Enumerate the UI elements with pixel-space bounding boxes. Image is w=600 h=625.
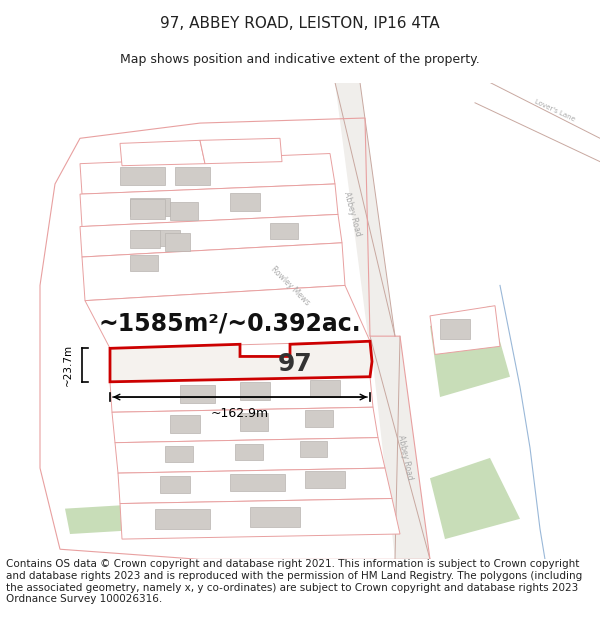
Polygon shape (118, 468, 392, 504)
Polygon shape (430, 458, 520, 539)
Bar (165, 232, 190, 251)
Polygon shape (112, 407, 378, 442)
Bar (310, 380, 340, 397)
Bar (130, 255, 158, 271)
Bar (270, 222, 298, 239)
Bar (120, 167, 165, 185)
Bar (130, 229, 160, 248)
Text: ~23.7m: ~23.7m (63, 344, 73, 386)
Polygon shape (80, 154, 335, 194)
Text: 97: 97 (278, 351, 313, 376)
Bar (240, 413, 268, 431)
Polygon shape (430, 306, 500, 354)
Text: ~1585m²/~0.392ac.: ~1585m²/~0.392ac. (98, 312, 361, 336)
Polygon shape (200, 138, 282, 164)
Bar (160, 476, 190, 493)
Polygon shape (270, 493, 315, 524)
Polygon shape (65, 504, 155, 534)
Bar (175, 167, 210, 185)
Bar (130, 198, 170, 216)
Bar (235, 444, 263, 460)
Bar (170, 202, 198, 221)
Bar (230, 193, 260, 211)
Bar (300, 441, 327, 457)
Bar (180, 385, 215, 403)
Polygon shape (115, 438, 385, 473)
Bar (170, 415, 200, 432)
Polygon shape (370, 336, 430, 559)
Polygon shape (85, 286, 370, 348)
Text: Abbey Road: Abbey Road (396, 434, 414, 481)
Polygon shape (120, 499, 400, 539)
Text: ~162.9m: ~162.9m (211, 407, 269, 420)
Text: Rowley Mews: Rowley Mews (269, 264, 311, 307)
Bar (305, 410, 333, 428)
Bar (165, 446, 193, 462)
Text: Map shows position and indicative extent of the property.: Map shows position and indicative extent… (120, 53, 480, 66)
Bar (140, 229, 180, 246)
Polygon shape (120, 141, 205, 166)
Text: 97, ABBEY ROAD, LEISTON, IP16 4TA: 97, ABBEY ROAD, LEISTON, IP16 4TA (160, 16, 440, 31)
Bar (130, 199, 165, 219)
Polygon shape (80, 214, 342, 257)
Polygon shape (110, 341, 372, 382)
Polygon shape (430, 306, 510, 397)
Text: Lover's Lane: Lover's Lane (534, 99, 576, 123)
Polygon shape (82, 242, 345, 301)
Bar (155, 509, 210, 529)
Polygon shape (80, 184, 338, 227)
Text: Contains OS data © Crown copyright and database right 2021. This information is : Contains OS data © Crown copyright and d… (6, 559, 582, 604)
Bar (230, 474, 285, 491)
Text: Abbey Road: Abbey Road (342, 191, 362, 238)
Polygon shape (110, 377, 373, 412)
Bar (240, 382, 270, 400)
Bar (250, 507, 300, 527)
Polygon shape (335, 82, 395, 336)
Bar (305, 471, 345, 488)
Bar (440, 319, 470, 339)
